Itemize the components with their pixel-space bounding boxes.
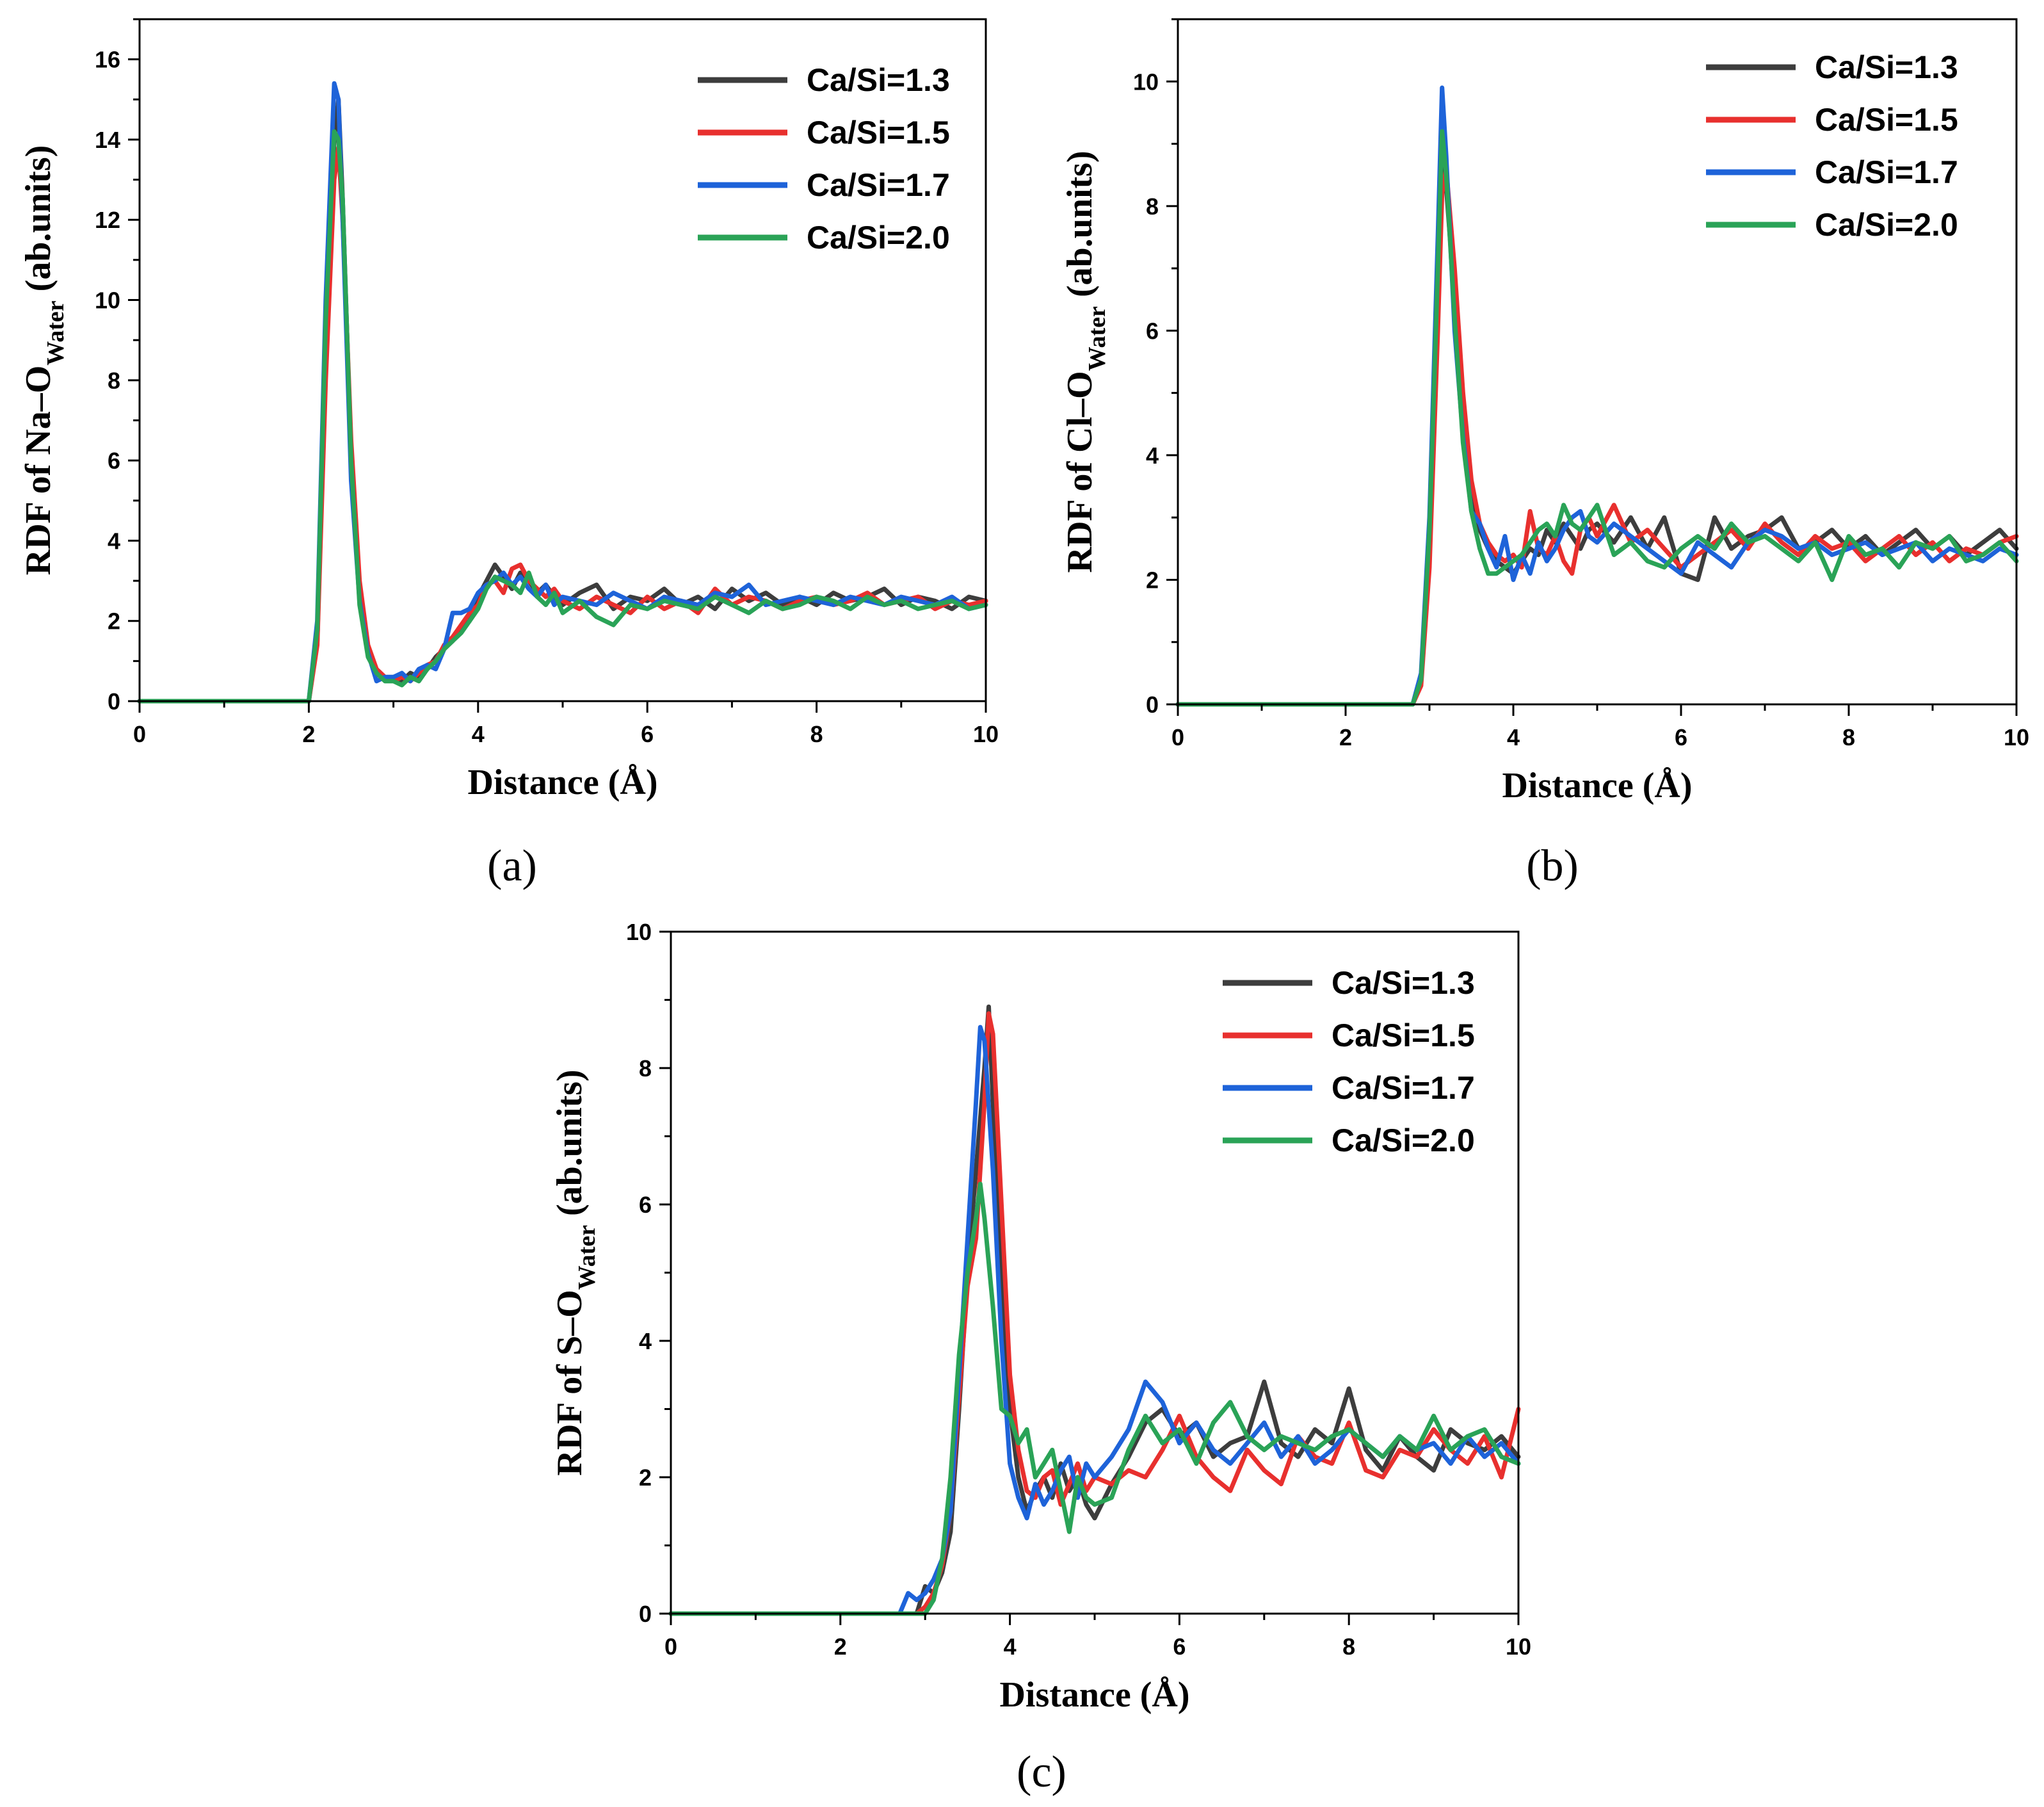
x-tick-label-b-5: 10 <box>2004 724 2029 750</box>
y-tick-label-b-4: 8 <box>1146 193 1159 220</box>
series-line-a-3 <box>137 129 988 704</box>
legend-label-b-2: Ca/Si=1.7 <box>1815 154 1958 190</box>
x-tick-label-b-4: 8 <box>1842 724 1855 750</box>
x-tick-label-b-3: 6 <box>1675 724 1687 750</box>
y-axis-label-main: RDF of S–O <box>550 1290 590 1475</box>
y-axis-label-a: RDF of Na–OWater (ab.units) <box>19 145 69 576</box>
legend-label-a-2: Ca/Si=1.7 <box>807 167 950 203</box>
y-axis-label-units: (ab.units) <box>19 145 58 301</box>
y-tick-label-a-1: 2 <box>108 608 120 635</box>
y-axis-label-subscript: Water <box>1084 306 1111 371</box>
y-tick-label-c-2: 4 <box>639 1328 652 1354</box>
y-axis-label-main: RDF of Na–O <box>19 366 58 576</box>
x-axis-label-b: Distance (Å) <box>1502 766 1692 806</box>
legend-label-a-0: Ca/Si=1.3 <box>807 62 950 98</box>
y-tick-label-a-7: 14 <box>95 127 120 153</box>
y-tick-label-b-0: 0 <box>1146 692 1159 718</box>
x-tick-label-a-3: 6 <box>641 721 654 747</box>
y-tick-label-a-6: 12 <box>95 207 120 233</box>
y-tick-label-a-4: 8 <box>108 368 120 394</box>
panel-label-c: (c) <box>1017 1747 1066 1797</box>
y-tick-label-b-1: 2 <box>1146 567 1159 593</box>
y-axis-label-units: (ab.units) <box>1060 150 1100 306</box>
legend-label-c-1: Ca/Si=1.5 <box>1332 1017 1475 1053</box>
panel-label-b: (b) <box>1526 841 1579 891</box>
legend-label-c-0: Ca/Si=1.3 <box>1332 965 1475 1001</box>
panel-c: 0 2 4 6 8 10 0 2 4 6 8 10 Distance (Å) RDF of S–OWate… <box>550 919 1531 1797</box>
x-tick-label-c-3: 6 <box>1173 1633 1186 1660</box>
legend-label-c-3: Ca/Si=2.0 <box>1332 1122 1475 1158</box>
x-axis-label-c: Distance (Å) <box>999 1675 1189 1715</box>
legend-label-b-1: Ca/Si=1.5 <box>1815 102 1958 138</box>
x-tick-label-c-0: 0 <box>664 1633 677 1660</box>
y-tick-label-b-2: 4 <box>1146 442 1159 469</box>
panel-a: 0 2 4 6 8 10 0 2 4 6 8 10 12 14 16 Distance (Å) RDF of N… <box>19 18 999 891</box>
x-tick-label-a-1: 2 <box>302 721 315 747</box>
legend-label-a-3: Ca/Si=2.0 <box>807 220 950 255</box>
series-line-c-3 <box>668 1181 1521 1616</box>
x-tick-label-b-0: 0 <box>1171 724 1184 750</box>
legend-label-b-3: Ca/Si=2.0 <box>1815 207 1958 243</box>
x-tick-label-b-2: 4 <box>1507 724 1520 750</box>
y-tick-label-a-3: 6 <box>108 448 120 474</box>
legend-label-c-2: Ca/Si=1.7 <box>1332 1070 1475 1106</box>
y-tick-label-a-8: 16 <box>95 47 120 73</box>
y-axis-label-c: RDF of S–OWater (ab.units) <box>550 1069 600 1475</box>
x-tick-label-c-2: 4 <box>1004 1633 1017 1660</box>
y-tick-label-a-2: 4 <box>108 528 120 554</box>
y-tick-label-b-3: 6 <box>1146 318 1159 344</box>
x-tick-label-c-5: 10 <box>1506 1633 1531 1660</box>
x-tick-label-a-0: 0 <box>133 721 146 747</box>
y-tick-label-c-1: 2 <box>639 1464 652 1491</box>
x-axis-label-a: Distance (Å) <box>467 763 657 802</box>
y-tick-label-c-4: 8 <box>639 1055 652 1082</box>
legend-label-b-0: Ca/Si=1.3 <box>1815 49 1958 85</box>
x-tick-label-b-1: 2 <box>1339 724 1352 750</box>
y-tick-label-a-5: 10 <box>95 288 120 314</box>
y-tick-label-c-5: 10 <box>626 919 652 945</box>
y-tick-label-c-3: 6 <box>639 1192 652 1218</box>
y-axis-label-main: RDF of Cl–O <box>1060 371 1100 572</box>
x-tick-label-a-4: 8 <box>810 721 823 747</box>
x-tick-label-c-4: 8 <box>1342 1633 1355 1660</box>
y-tick-label-c-0: 0 <box>639 1601 652 1627</box>
y-tick-label-b-5: 10 <box>1133 69 1159 95</box>
x-tick-label-a-5: 10 <box>973 721 999 747</box>
panel-label-a: (a) <box>487 841 537 891</box>
y-axis-label-subscript: Water <box>574 1225 600 1290</box>
x-tick-label-a-2: 4 <box>472 721 485 747</box>
y-axis-label-b: RDF of Cl–OWater (ab.units) <box>1060 150 1111 572</box>
series-line-b-3 <box>1175 129 2019 707</box>
panel-b: 0 2 4 6 8 10 0 2 4 6 8 10 Distance (Å) RDF of Cl–OWat… <box>1060 18 2029 891</box>
y-axis-label-subscript: Water <box>42 300 69 365</box>
y-axis-label-units: (ab.units) <box>550 1069 590 1225</box>
legend-label-a-1: Ca/Si=1.5 <box>807 115 950 150</box>
y-tick-label-a-0: 0 <box>108 688 120 715</box>
x-tick-label-c-1: 2 <box>834 1633 847 1660</box>
